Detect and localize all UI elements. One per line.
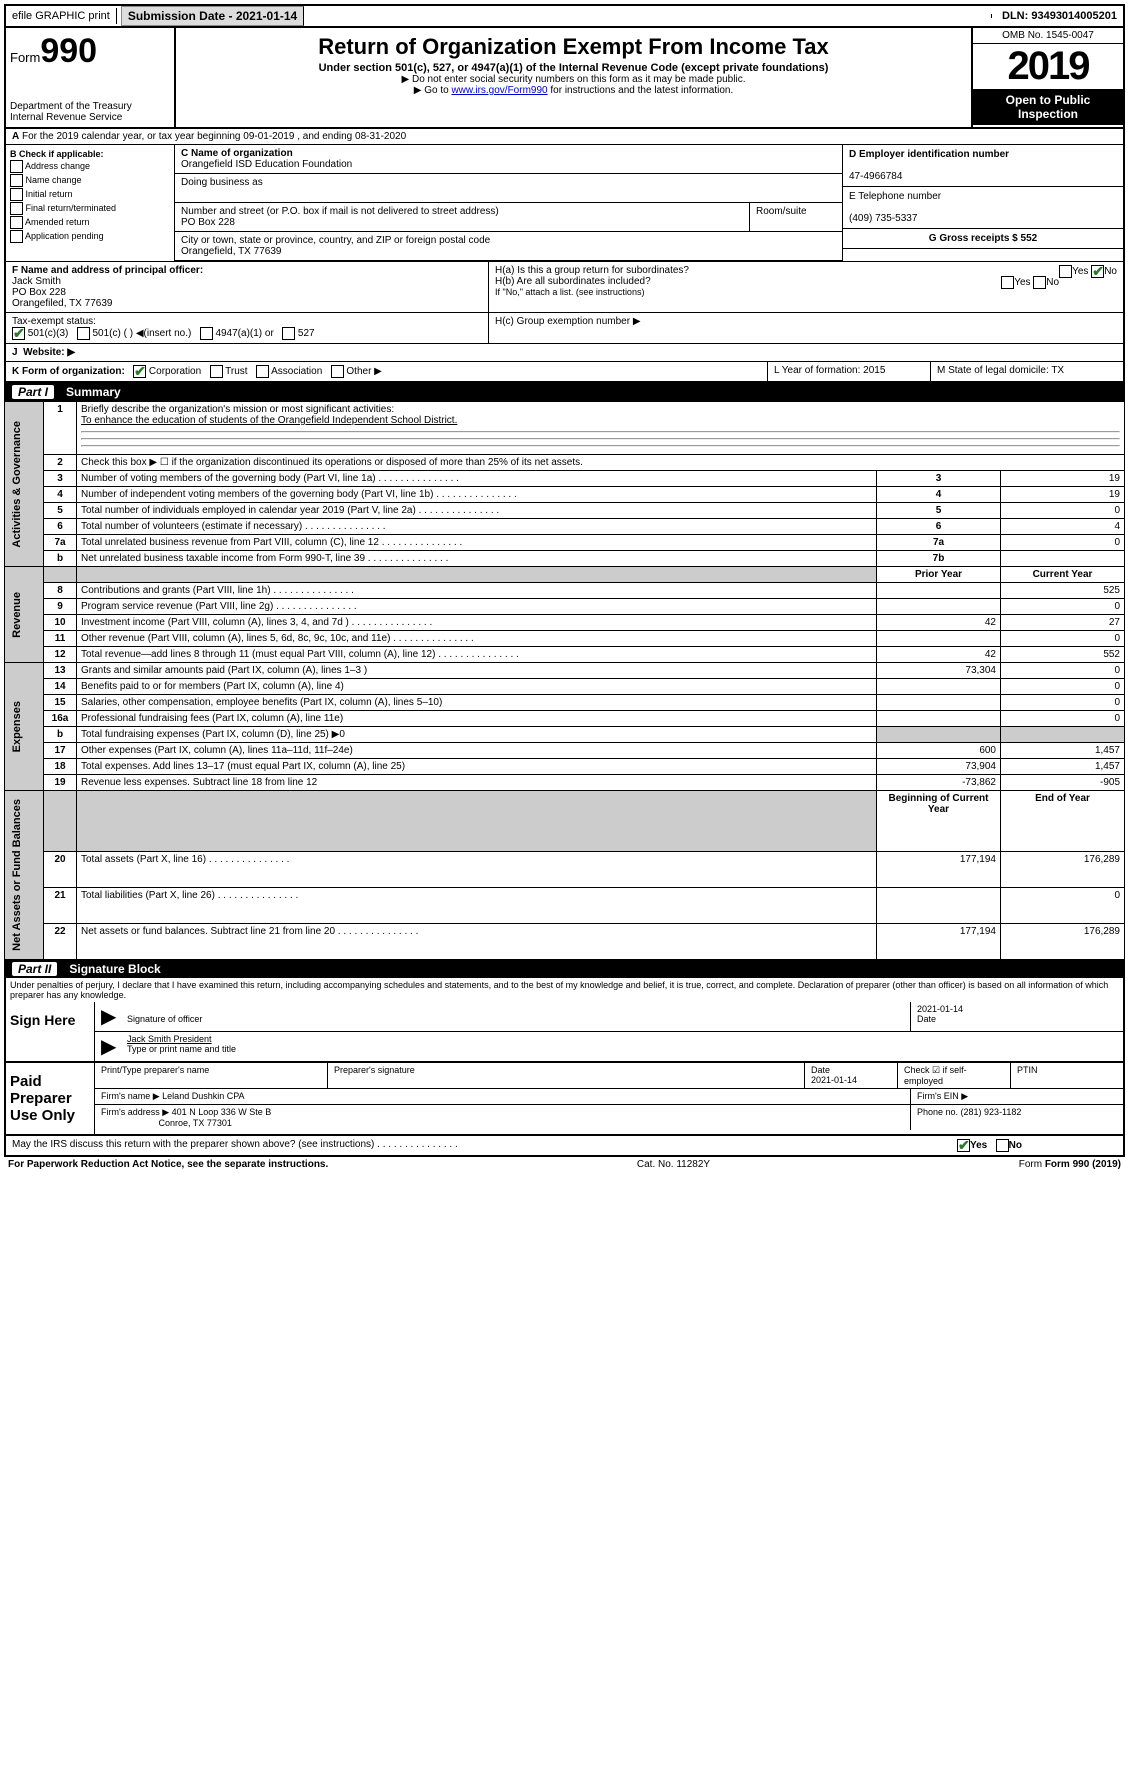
note1: ▶ Do not enter social security numbers o… bbox=[180, 74, 967, 85]
subtitle: Under section 501(c), 527, or 4947(a)(1)… bbox=[180, 62, 967, 74]
form-title: Return of Organization Exempt From Incom… bbox=[180, 34, 967, 60]
note2: ▶ Go to www.irs.gov/Form990 for instruct… bbox=[180, 85, 967, 96]
sign-section: Sign Here ▶ Signature of officer 2021-01… bbox=[4, 1002, 1125, 1063]
tax-year: 2019 bbox=[973, 44, 1123, 89]
dept-label: Department of the Treasury Internal Reve… bbox=[10, 101, 170, 123]
top-bar: efile GRAPHIC print Submission Date - 20… bbox=[4, 4, 1125, 28]
box-c: C Name of organizationOrangefield ISD Ed… bbox=[175, 145, 842, 261]
part2-header: Part II Signature Block bbox=[4, 960, 1125, 978]
efile-label: efile GRAPHIC print bbox=[6, 8, 117, 24]
discuss-text: May the IRS discuss this return with the… bbox=[6, 1136, 951, 1155]
form-header: Form990 Department of the Treasury Inter… bbox=[4, 28, 1125, 129]
tax-status: Tax-exempt status: 501(c)(3) 501(c) ( ) … bbox=[6, 313, 489, 343]
dln-label: DLN: 93493014005201 bbox=[996, 8, 1123, 24]
box-k: K Form of organization: Corporation Trus… bbox=[6, 362, 768, 381]
website-label: Website: ▶ bbox=[23, 347, 75, 358]
omb-label: OMB No. 1545-0047 bbox=[973, 28, 1123, 44]
period-text: For the 2019 calendar year, or tax year … bbox=[22, 131, 406, 142]
box-h: H(a) Is this a group return for subordin… bbox=[489, 262, 1123, 312]
paid-preparer-section: Paid Preparer Use Only Print/Type prepar… bbox=[4, 1063, 1125, 1136]
box-l: L Year of formation: 2015 bbox=[768, 362, 931, 381]
box-hc: H(c) Group exemption number ▶ bbox=[489, 313, 1123, 343]
summary-table: Activities & Governance 1Briefly describ… bbox=[4, 401, 1125, 960]
submission-button[interactable]: Submission Date - 2021-01-14 bbox=[121, 6, 304, 26]
part1-header: Part I Summary bbox=[4, 383, 1125, 401]
form-number: Form990 bbox=[10, 32, 170, 71]
irs-link[interactable]: www.irs.gov/Form990 bbox=[451, 85, 547, 96]
inspection-label: Open to Public Inspection bbox=[973, 89, 1123, 125]
box-m: M State of legal domicile: TX bbox=[931, 362, 1123, 381]
perjury-text: Under penalties of perjury, I declare th… bbox=[4, 978, 1125, 1002]
footer: For Paperwork Reduction Act Notice, see … bbox=[4, 1157, 1125, 1172]
box-b: B Check if applicable: Address change Na… bbox=[6, 145, 175, 261]
box-def: D Employer identification number47-49667… bbox=[842, 145, 1123, 261]
box-f: F Name and address of principal officer:… bbox=[6, 262, 489, 312]
